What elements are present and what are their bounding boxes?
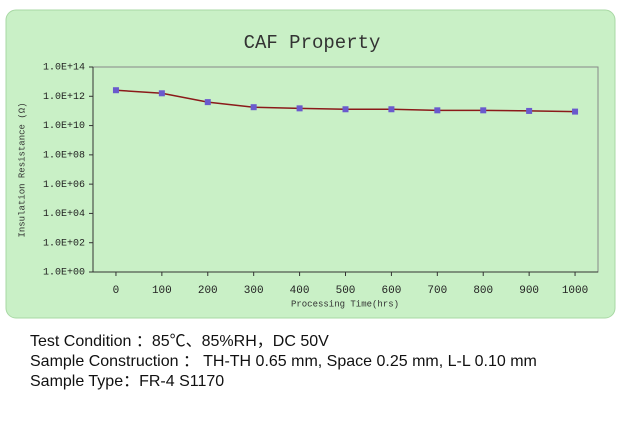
- y-tick-label: 1.0E+06: [43, 180, 85, 191]
- x-tick-label: 400: [290, 285, 310, 297]
- y-tick-label: 1.0E+14: [43, 63, 85, 74]
- data-point: [572, 108, 579, 115]
- data-point: [526, 107, 533, 114]
- x-tick-label: 300: [244, 285, 264, 297]
- x-tick-label: 0: [113, 285, 120, 297]
- y-tick-label: 1.0E+08: [43, 150, 85, 161]
- data-point: [250, 104, 257, 111]
- caption-line: Sample Construction ： TH-TH 0.65 mm, Spa…: [30, 353, 537, 370]
- x-tick-label: 700: [427, 285, 447, 297]
- data-point: [158, 90, 165, 97]
- x-axis-label: Processing Time(hrs): [291, 299, 399, 309]
- y-tick-label: 1.0E+02: [43, 238, 85, 249]
- x-tick-label: 500: [336, 285, 356, 297]
- data-point: [112, 87, 119, 94]
- chart-panel: [5, 9, 616, 319]
- y-tick-label: 1.0E+04: [43, 209, 85, 220]
- y-axis-label: Insulation Resistance (Ω): [17, 102, 27, 237]
- caption-line: Sample Type：FR-4 S1170: [30, 373, 224, 390]
- data-point: [342, 106, 349, 113]
- x-tick-label: 1000: [562, 285, 588, 297]
- data-point: [204, 99, 211, 106]
- data-point: [434, 107, 441, 114]
- y-tick-label: 1.0E+00: [43, 268, 85, 279]
- x-tick-label: 600: [382, 285, 402, 297]
- x-tick-label: 900: [519, 285, 539, 297]
- chart-title: CAF Property: [244, 32, 381, 54]
- data-point: [388, 106, 395, 113]
- x-tick-label: 800: [473, 285, 493, 297]
- data-point: [480, 107, 487, 114]
- x-tick-label: 200: [198, 285, 218, 297]
- y-tick-label: 1.0E+12: [43, 92, 85, 103]
- y-tick-label: 1.0E+10: [43, 121, 85, 132]
- caption-line: Test Condition ：85℃、85%RH，DC 50V: [30, 333, 329, 350]
- data-point: [296, 105, 303, 112]
- x-tick-label: 100: [152, 285, 172, 297]
